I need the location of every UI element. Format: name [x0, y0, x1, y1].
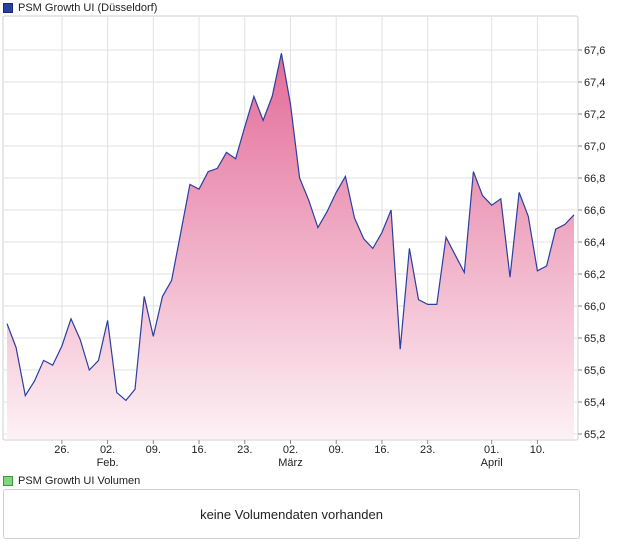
volume-legend-label: PSM Growth UI Volumen [18, 474, 141, 487]
volume-legend-swatch [3, 475, 13, 486]
x-tick-label: 16. [374, 444, 389, 456]
y-tick-label: 65,6 [584, 365, 605, 377]
x-tick-label: 09. [146, 444, 161, 456]
x-tick-sublabel: April [481, 457, 503, 469]
y-tick-label: 66,4 [584, 237, 605, 249]
y-tick-label: 66,2 [584, 269, 605, 281]
volume-empty-message: keine Volumendaten vorhanden [200, 506, 383, 522]
x-tick-label: 02. [283, 444, 298, 456]
price-legend: PSM Growth UI (Düsseldorf) [3, 1, 157, 14]
y-tick-label: 65,8 [584, 333, 605, 345]
x-tick-label: 01. [484, 444, 499, 456]
x-tick-label: 02. [100, 444, 115, 456]
y-tick-label: 67,0 [584, 141, 605, 153]
price-legend-swatch [3, 2, 13, 13]
volume-panel: keine Volumendaten vorhanden [3, 489, 580, 539]
y-tick-label: 65,4 [584, 397, 605, 409]
y-tick-label: 67,4 [584, 77, 605, 89]
price-legend-label: PSM Growth UI (Düsseldorf) [18, 1, 158, 14]
x-tick-sublabel: Feb. [97, 457, 119, 469]
y-tick-label: 65,2 [584, 429, 605, 441]
volume-legend: PSM Growth UI Volumen [3, 474, 140, 487]
price-area [7, 53, 574, 439]
x-tick-label: 26. [54, 444, 69, 456]
y-tick-label: 67,6 [584, 45, 605, 57]
x-tick-label: 09. [329, 444, 344, 456]
y-tick-label: 67,2 [584, 109, 605, 121]
y-tick-label: 66,0 [584, 301, 605, 313]
x-tick-label: 23. [237, 444, 252, 456]
y-axis: 65,2 65,4 65,6 65,8 66,0 66,2 66,4 66,6 66,8 67,0… [578, 45, 605, 441]
y-tick-label: 66,6 [584, 205, 605, 217]
y-tick-label: 66,8 [584, 173, 605, 185]
x-tick-label: 10. [530, 444, 545, 456]
x-tick-label: 16. [191, 444, 206, 456]
x-tick-sublabel: März [278, 457, 302, 469]
x-tick-label: 23. [420, 444, 435, 456]
price-line [6, 53, 575, 402]
price-chart: 65,2 65,4 65,6 65,8 66,0 66,2 66,4 66,6 66,8 67,0… [2, 15, 605, 469]
